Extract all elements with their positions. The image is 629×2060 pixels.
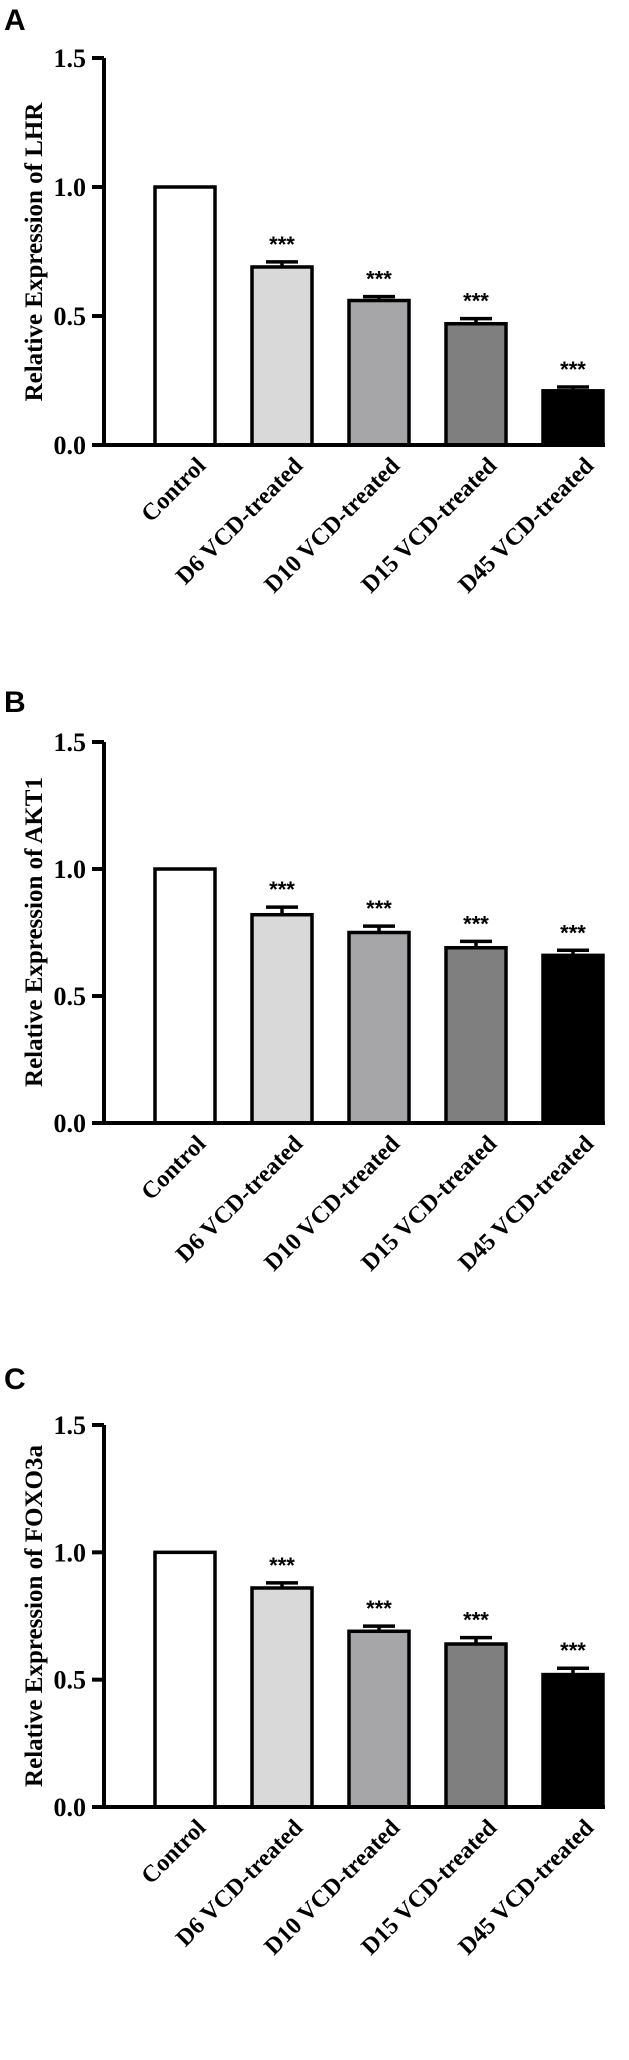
y-tick-label: 1.0 bbox=[54, 1538, 87, 1567]
bar bbox=[541, 1672, 605, 1809]
panel-letter: A bbox=[4, 4, 26, 37]
bar bbox=[347, 930, 411, 1125]
bar bbox=[541, 953, 605, 1125]
significance-label: *** bbox=[366, 1596, 392, 1621]
bar bbox=[153, 1550, 217, 1809]
y-tick-label: 1.5 bbox=[54, 44, 87, 73]
significance-label: *** bbox=[269, 1553, 295, 1578]
bar bbox=[250, 912, 314, 1125]
significance-label: *** bbox=[269, 877, 295, 902]
significance-label: *** bbox=[560, 920, 586, 945]
y-tick-label: 0.5 bbox=[54, 1666, 87, 1695]
significance-label: *** bbox=[269, 232, 295, 257]
y-tick-label: 1.5 bbox=[54, 728, 87, 757]
y-tick-label: 0.0 bbox=[54, 1793, 87, 1822]
y-axis-label: Relative Expression of AKT1 bbox=[21, 777, 48, 1087]
significance-label: *** bbox=[463, 289, 489, 314]
bar bbox=[347, 1629, 411, 1809]
bar bbox=[153, 867, 217, 1125]
significance-label: *** bbox=[366, 896, 392, 921]
bar bbox=[444, 321, 508, 447]
y-tick-label: 0.5 bbox=[54, 302, 87, 331]
category-label: Control bbox=[137, 1131, 212, 1206]
significance-label: *** bbox=[463, 911, 489, 936]
panel-letter: C bbox=[4, 1363, 26, 1396]
significance-label: *** bbox=[560, 1638, 586, 1663]
y-tick-label: 0.0 bbox=[54, 1109, 87, 1138]
chart-panel-c: C Relative Expression of FOXO3a Control ***… bbox=[4, 1363, 605, 1960]
significance-label: *** bbox=[560, 357, 586, 382]
category-label: Control bbox=[137, 453, 212, 528]
y-tick-label: 1.0 bbox=[54, 855, 87, 884]
category-label: Control bbox=[137, 1815, 212, 1890]
y-tick-label: 1.0 bbox=[54, 173, 87, 202]
y-tick-label: 1.5 bbox=[54, 1411, 87, 1440]
significance-label: *** bbox=[463, 1608, 489, 1633]
bar bbox=[153, 185, 217, 447]
significance-label: *** bbox=[366, 267, 392, 292]
bar bbox=[250, 265, 314, 447]
bar bbox=[541, 389, 605, 447]
bar bbox=[250, 1586, 314, 1809]
y-axis-label: Relative Expression of FOXO3a bbox=[21, 1445, 48, 1787]
bar bbox=[444, 945, 508, 1125]
y-axis-label: Relative Expression of LHR bbox=[21, 102, 48, 402]
bar bbox=[444, 1642, 508, 1809]
panel-letter: B bbox=[4, 686, 26, 719]
bar bbox=[347, 298, 411, 447]
y-tick-label: 0.0 bbox=[54, 431, 87, 460]
y-tick-label: 0.5 bbox=[54, 982, 87, 1011]
